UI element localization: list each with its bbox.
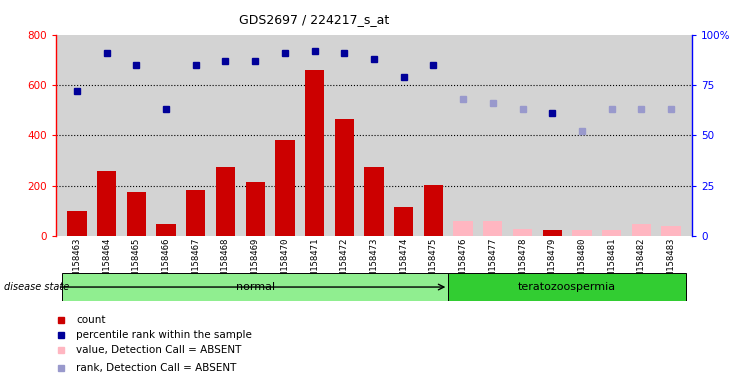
Text: percentile rank within the sample: percentile rank within the sample [76,330,252,340]
Text: teratozoospermia: teratozoospermia [518,282,616,292]
Bar [275,141,295,236]
Bar [513,228,533,236]
Bar [215,167,235,236]
Text: rank, Detection Call = ABSENT: rank, Detection Call = ABSENT [76,363,236,373]
Text: value, Detection Call = ABSENT: value, Detection Call = ABSENT [76,345,242,355]
Bar [448,273,686,301]
Bar [126,192,146,236]
Bar [305,70,324,236]
Bar [97,170,116,236]
Bar [483,221,503,236]
Bar [67,211,87,236]
Bar [334,119,354,236]
Bar [156,223,176,236]
Bar [62,273,448,301]
Bar [186,190,206,236]
Bar [572,230,592,236]
Bar [632,223,651,236]
Bar [364,167,384,236]
Text: count: count [76,314,105,324]
Bar [453,221,473,236]
Bar [661,226,681,236]
Bar [394,207,414,236]
Text: normal: normal [236,282,275,292]
Bar [542,230,562,236]
Bar [245,182,265,236]
Bar [424,184,443,236]
Text: disease state: disease state [4,282,69,292]
Text: GDS2697 / 224217_s_at: GDS2697 / 224217_s_at [239,13,389,26]
Bar [602,230,622,236]
